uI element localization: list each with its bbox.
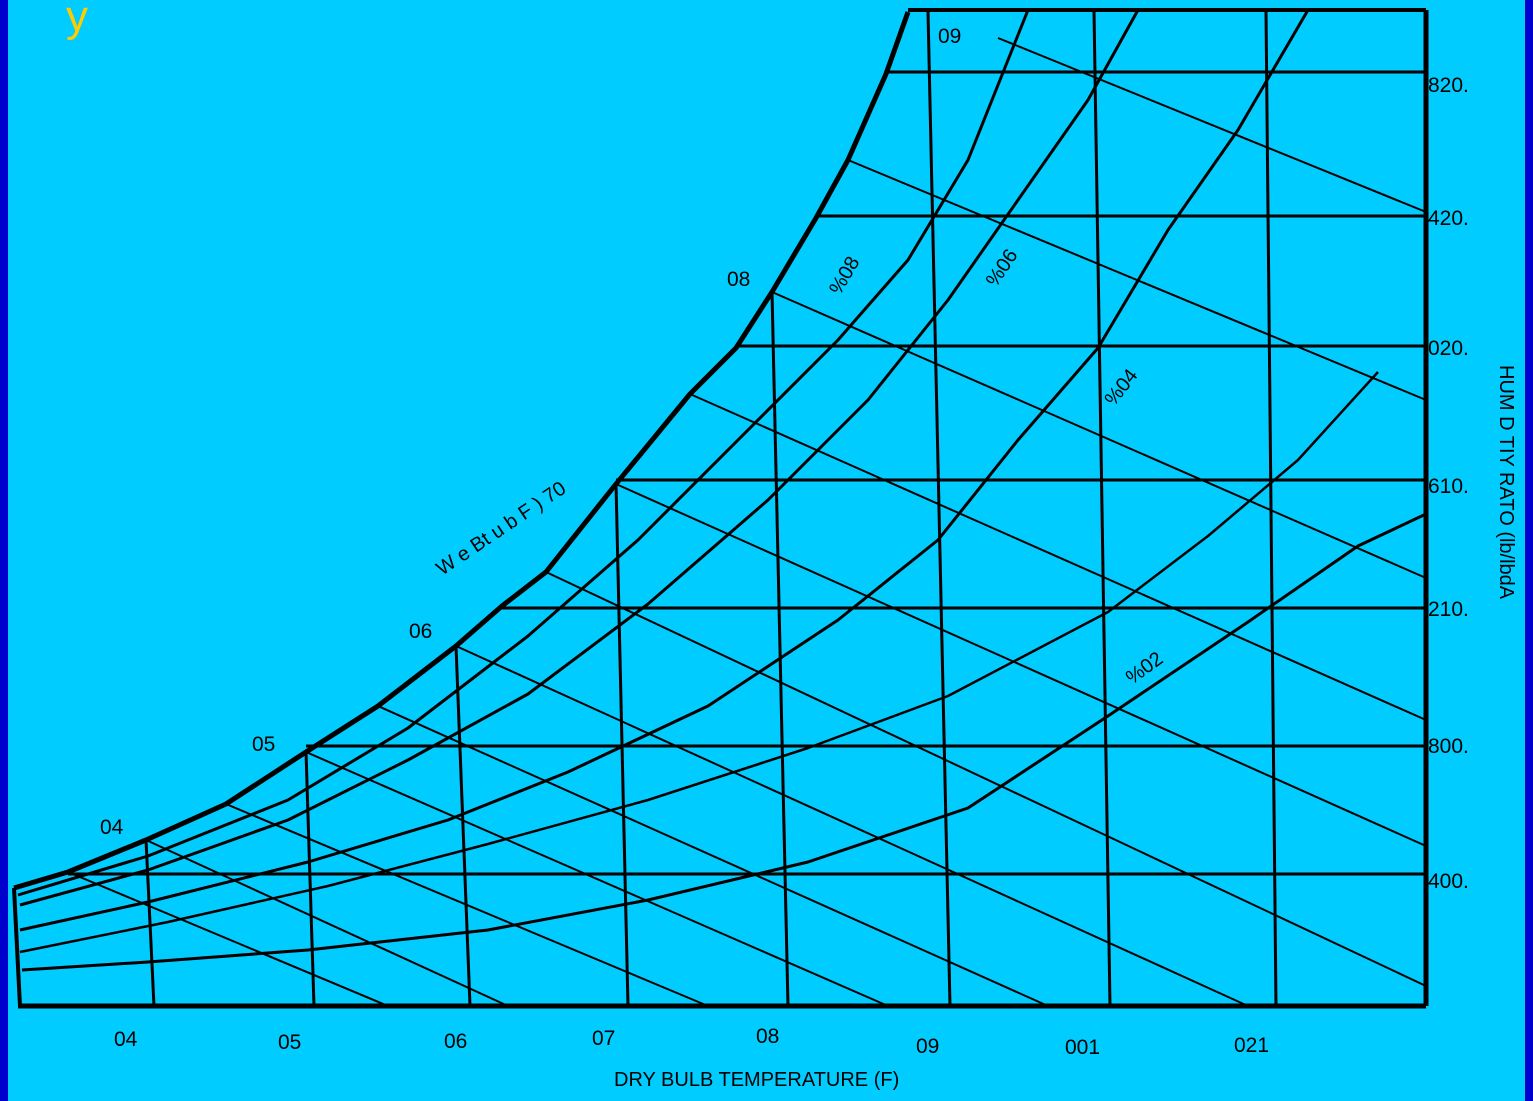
dry-bulb-line-5 [926,11,952,1007]
x-axis-title: DRY BULB TEMPERATURE (F) [614,1069,899,1091]
y-axis-title: HUM D TIY RATO (lb/lbdA [1495,365,1517,600]
rh-label-60: %06 [982,245,1023,290]
wet-bulb-diagonal-9 [771,291,1427,579]
wet-bulb-label-40: 04 [100,816,124,839]
wet-bulb-diagonal-1 [145,839,509,1007]
rh-curve-80 [17,9,1030,897]
wet-bulb-diagonal-10 [847,159,1427,401]
wet-bulb-diagonal-11 [997,37,1427,213]
wet-bulb-diagonal-7 [615,483,1427,847]
y-tick-label-4: 020. [1428,337,1469,360]
rh-label-40: %04 [1101,365,1143,410]
dry-bulb-line-0 [144,839,156,1007]
wet-bulb-diagonal-6 [545,571,1427,987]
x-tick-label-7: 021 [1234,1034,1269,1057]
dry-bulb-line-2 [454,645,472,1007]
wet-bulb-label-80: 08 [727,268,750,291]
rh-curve-60 [19,9,1140,907]
chart-lines [12,8,1429,1009]
title-fragment: y [66,0,88,41]
wet-bulb-diagonal-8 [689,393,1427,721]
y-tick-label-0: 400. [1428,870,1469,893]
rh-curve-20 [21,512,1427,972]
slide-background: 400. 800. 210. 610. 020. 420. 820. 04 05… [8,0,1525,1101]
y-tick-label-5: 420. [1428,207,1469,230]
y-tick-label-6: 820. [1428,74,1469,97]
wet-bulb-diagonal-3 [305,751,889,1007]
x-tick-label-3: 07 [592,1027,615,1050]
x-tick-label-6: 001 [1065,1036,1100,1059]
wet-bulb-diagonal-0 [67,871,389,1007]
y-tick-label-1: 800. [1428,735,1469,758]
dry-bulb-line-1 [304,751,316,1007]
x-tick-label-5: 09 [916,1035,939,1058]
wet-bulb-label-50: 05 [252,733,275,756]
wet-bulb-label-60: 06 [409,620,432,643]
y-tick-label-3: 610. [1428,475,1469,498]
x-tick-label-2: 06 [444,1030,467,1053]
left-border-line [12,887,22,1007]
y-tick-label-2: 210. [1428,598,1469,621]
wet-bulb-label-90: 09 [938,25,961,48]
dry-bulb-line-6 [1092,11,1112,1007]
dry-bulb-line-4 [770,291,790,1007]
x-tick-label-0: 04 [114,1028,138,1051]
rh-label-80: %08 [825,253,864,299]
rh-curve-40 [19,9,1310,932]
x-tick-label-1: 05 [278,1031,301,1054]
psychrometric-chart: 400. 800. 210. 610. 020. 420. 820. 04 05… [12,8,1517,1091]
wet-bulb-diagonal-2 [225,803,709,1007]
x-tick-label-4: 08 [756,1025,779,1048]
rh-curve-20b [19,371,1379,954]
rh-label-20: %02 [1122,648,1167,689]
dry-bulb-line-7 [1264,11,1278,1007]
wet-bulb-diagonal-4 [377,705,1049,1007]
wet-bulb-diagonal-5 [455,645,1249,1007]
